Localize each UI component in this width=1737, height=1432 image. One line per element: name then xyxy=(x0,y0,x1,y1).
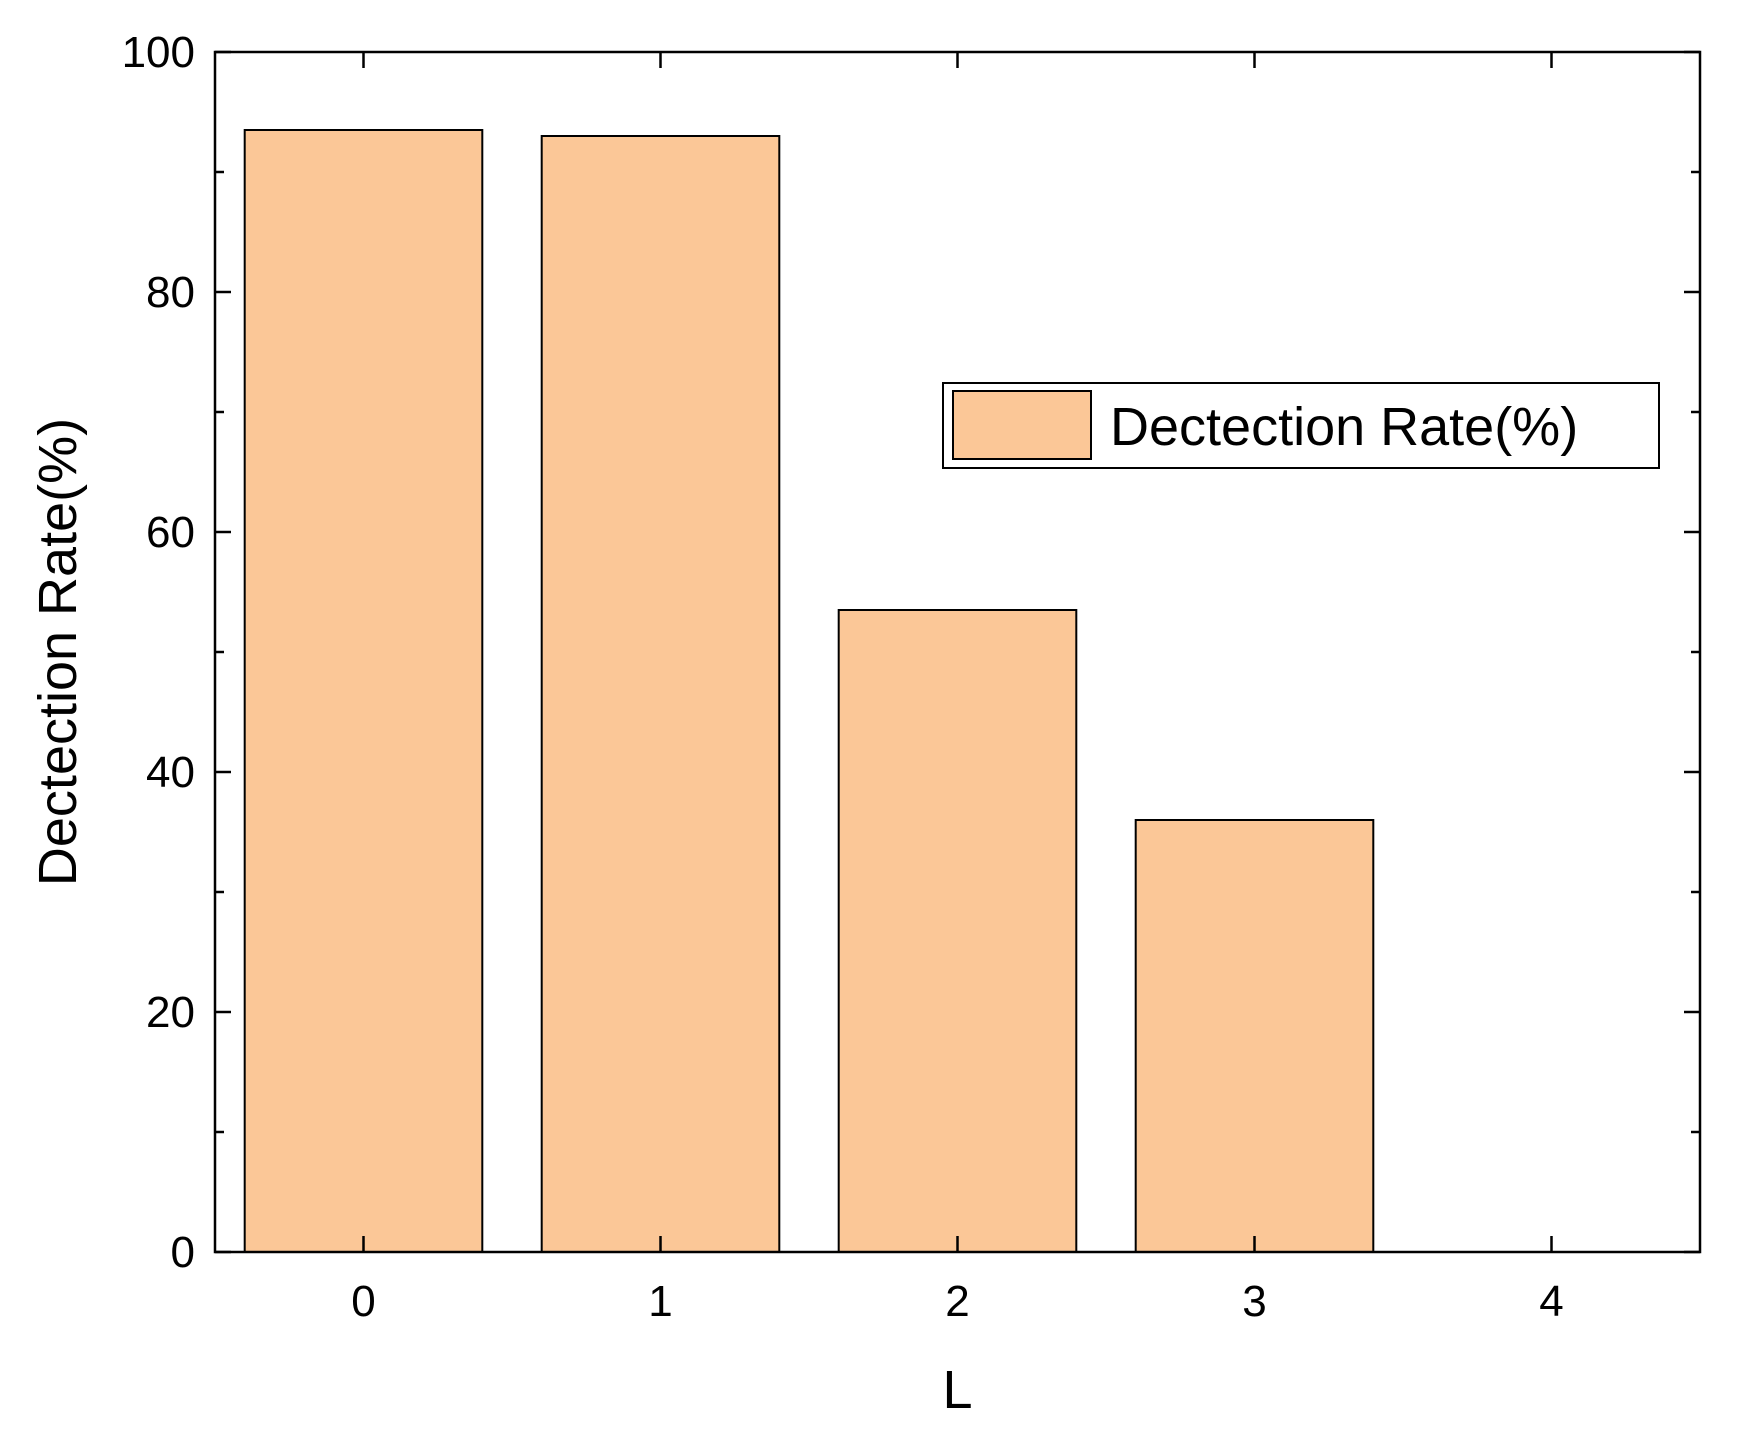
bar-2 xyxy=(837,609,1078,1253)
y-axis-title: Dectection Rate(%) xyxy=(28,418,88,886)
legend: Dectection Rate(%) xyxy=(942,382,1660,469)
y-tick-label: 80 xyxy=(146,268,195,317)
x-tick-label: 3 xyxy=(1242,1277,1266,1326)
legend-label: Dectection Rate(%) xyxy=(1110,397,1578,457)
x-tick-label: 4 xyxy=(1539,1277,1563,1326)
plot-frame xyxy=(213,50,1702,1254)
bar-0 xyxy=(243,129,484,1253)
bar-3 xyxy=(1134,819,1375,1253)
y-tick-label: 0 xyxy=(171,1228,195,1277)
x-tick-labels: 0 1 2 3 4 xyxy=(351,1277,1563,1326)
y-tick-label: 100 xyxy=(122,28,195,77)
y-tick-label: 20 xyxy=(146,988,195,1037)
y-tick-label: 60 xyxy=(146,508,195,557)
x-axis-title: L xyxy=(942,1360,972,1420)
y-tick-labels: 0 20 40 60 80 100 xyxy=(122,28,195,1277)
bars-layer xyxy=(243,129,1375,1253)
x-tick-label: 1 xyxy=(648,1277,672,1326)
bar-1 xyxy=(540,135,781,1253)
legend-swatch xyxy=(952,390,1092,460)
y-tick-label: 40 xyxy=(146,748,195,797)
x-tick-label: 2 xyxy=(945,1277,969,1326)
x-tick-label: 0 xyxy=(351,1277,375,1326)
